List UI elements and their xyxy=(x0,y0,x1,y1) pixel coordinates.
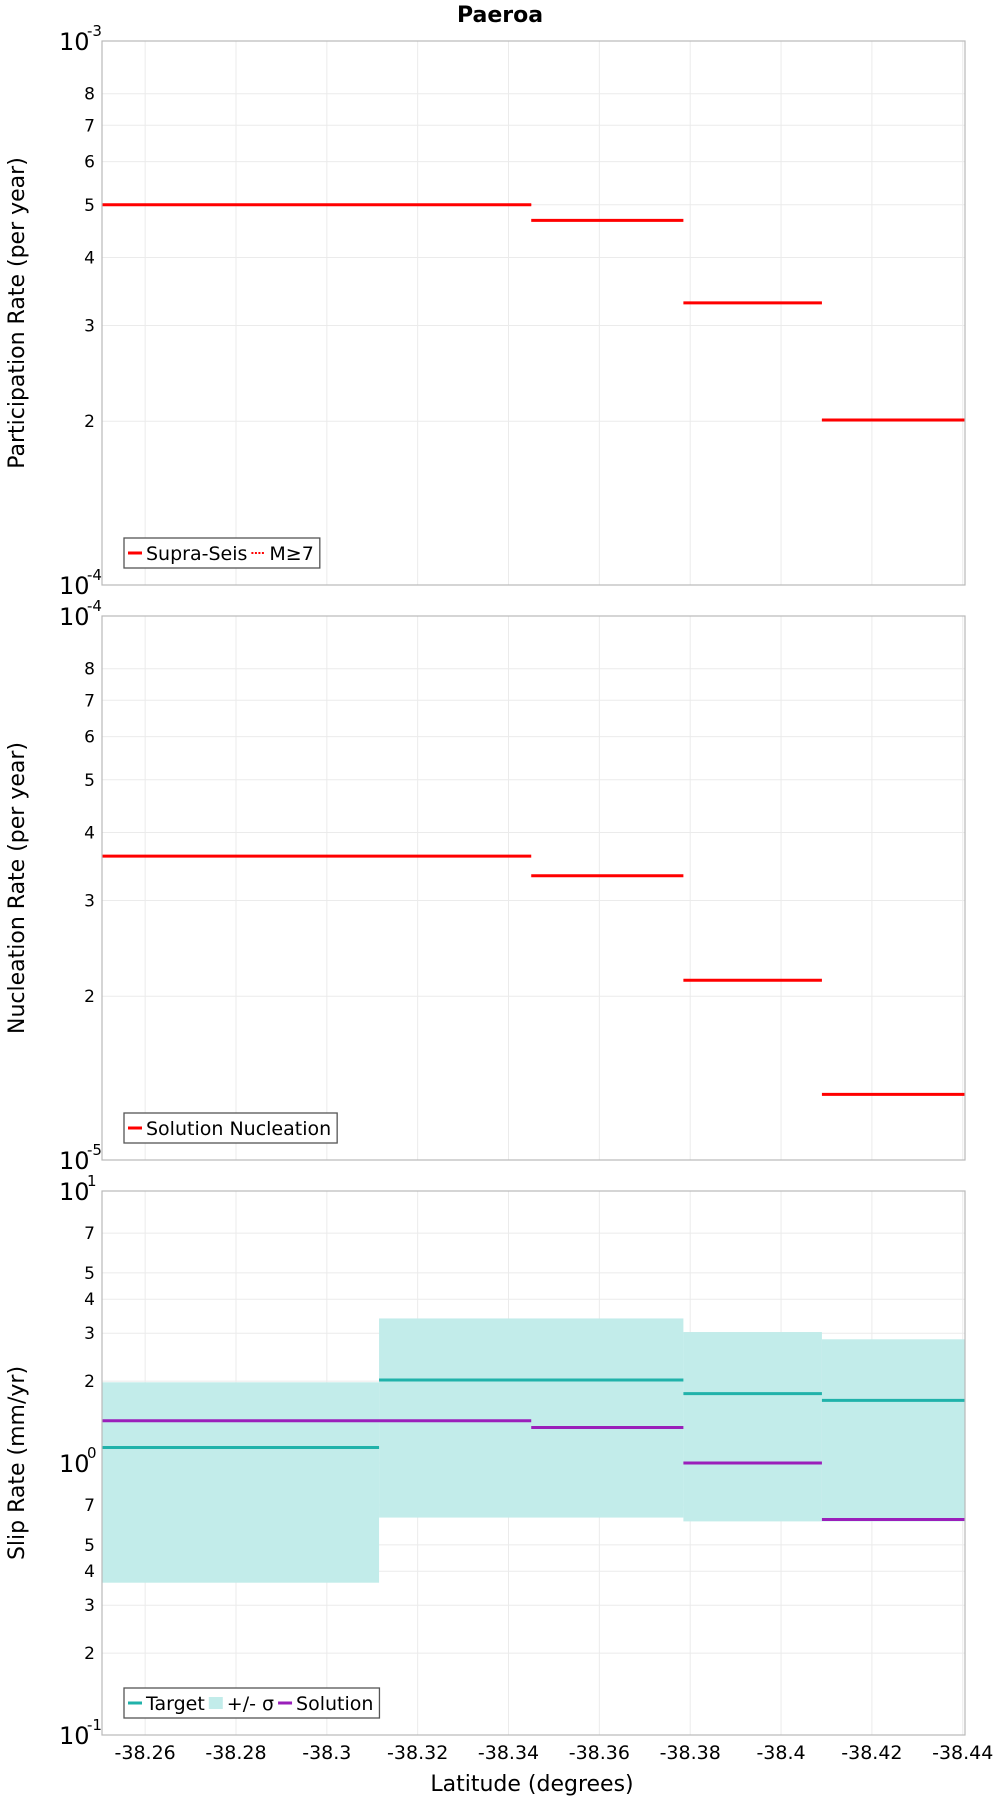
legend-label: Supra-Seis xyxy=(146,543,247,565)
y-tick-label: 6 xyxy=(84,153,95,173)
x-tick-label: -38.42 xyxy=(841,1742,902,1764)
y-tick-label-base: 10 xyxy=(59,1147,90,1175)
legend-swatch xyxy=(208,1697,223,1709)
y-tick-label: 8 xyxy=(84,660,95,680)
y-axis-label: Slip Rate (mm/yr) xyxy=(5,1366,30,1560)
y-tick-label: 2 xyxy=(84,987,95,1007)
x-axis-label: Latitude (degrees) xyxy=(430,1772,633,1797)
x-tick-label: -38.36 xyxy=(569,1742,630,1764)
legend-label: +/- σ xyxy=(227,1693,274,1715)
y-tick-label: 2 xyxy=(84,1644,95,1664)
y-tick-label-exponent: -4 xyxy=(87,566,102,584)
y-tick-label-base: 10 xyxy=(59,603,90,631)
x-tick-label: -38.4 xyxy=(756,1742,805,1764)
legend: Supra-Seis M≥7 xyxy=(123,537,321,569)
x-tick-label: -38.3 xyxy=(302,1742,351,1764)
sigma-band-segment xyxy=(821,1339,965,1522)
y-tick-label: 7 xyxy=(84,116,95,136)
y-tick-label: 6 xyxy=(84,728,95,748)
y-tick-label-exponent: -5 xyxy=(87,1141,102,1159)
legend-box xyxy=(123,537,321,569)
plot-area xyxy=(102,41,965,585)
legend-label: Solution xyxy=(296,1693,373,1715)
y-tick-label: 7 xyxy=(84,691,95,711)
x-tick-label: -38.38 xyxy=(660,1742,721,1764)
x-tick-label: -38.44 xyxy=(932,1742,993,1764)
y-tick-label-exponent: -3 xyxy=(87,22,102,40)
y-tick-label: 4 xyxy=(84,248,95,268)
x-tick-label: -38.34 xyxy=(478,1742,539,1764)
x-tick-label: -38.26 xyxy=(115,1742,176,1764)
legend-label: M≥7 xyxy=(269,543,313,565)
y-tick-label-base: 10 xyxy=(59,1722,90,1750)
sigma-band-segment xyxy=(102,1382,380,1583)
y-tick-label: 5 xyxy=(84,771,95,791)
y-tick-label-exponent: -4 xyxy=(87,597,102,615)
x-tick-label: -38.28 xyxy=(205,1742,266,1764)
y-tick-label: 5 xyxy=(84,196,95,216)
x-tick-label: -38.32 xyxy=(387,1742,448,1764)
y-tick-label: 4 xyxy=(84,1290,95,1310)
legend: Solution Nucleation xyxy=(123,1112,338,1144)
y-tick-label: 7 xyxy=(84,1496,95,1516)
y-tick-label-base: 10 xyxy=(59,1450,90,1478)
y-tick-label: 5 xyxy=(84,1264,95,1284)
sigma-band-segment xyxy=(379,1318,684,1518)
y-tick-label: 2 xyxy=(84,1372,95,1392)
legend-label: Target xyxy=(145,1693,205,1715)
y-tick-label: 3 xyxy=(84,1324,95,1344)
y-tick-label: 3 xyxy=(84,316,95,336)
plot-frame xyxy=(101,1190,966,1736)
y-tick-label: 5 xyxy=(84,1536,95,1556)
plot-frame xyxy=(101,40,966,586)
y-tick-label-exponent: 1 xyxy=(87,1172,97,1190)
sigma-band-segment xyxy=(683,1332,822,1522)
plot-frame xyxy=(101,615,966,1161)
legend-box xyxy=(123,1687,381,1719)
y-tick-label: 3 xyxy=(84,1596,95,1616)
x-axis: -38.26 -38.28 -38.3 -38.32 -38.34 -38.36 -38.3… xyxy=(115,1742,994,1764)
y-tick-label: 7 xyxy=(84,1224,95,1244)
y-axis-label: Nucleation Rate (per year) xyxy=(5,742,30,1034)
y-tick-label: 4 xyxy=(84,1562,95,1582)
y-tick-label: 8 xyxy=(84,85,95,105)
y-axis-label: Participation Rate (per year) xyxy=(5,157,30,469)
y-tick-label-base: 10 xyxy=(59,572,90,600)
figure-title: Paeroa xyxy=(457,3,543,28)
legend-label: Solution Nucleation xyxy=(146,1118,331,1140)
y-tick-label-base: 10 xyxy=(59,1178,90,1206)
plot-area xyxy=(102,616,965,1160)
y-tick-label: 3 xyxy=(84,891,95,911)
y-tick-label-exponent: -1 xyxy=(87,1716,102,1734)
legend-box xyxy=(123,1112,338,1144)
y-tick-label: 2 xyxy=(84,412,95,432)
y-tick-label-base: 10 xyxy=(59,28,90,56)
y-tick-label: 4 xyxy=(84,823,95,843)
legend: Target +/- σ Solution xyxy=(123,1687,381,1719)
y-tick-label-exponent: 0 xyxy=(87,1444,97,1462)
